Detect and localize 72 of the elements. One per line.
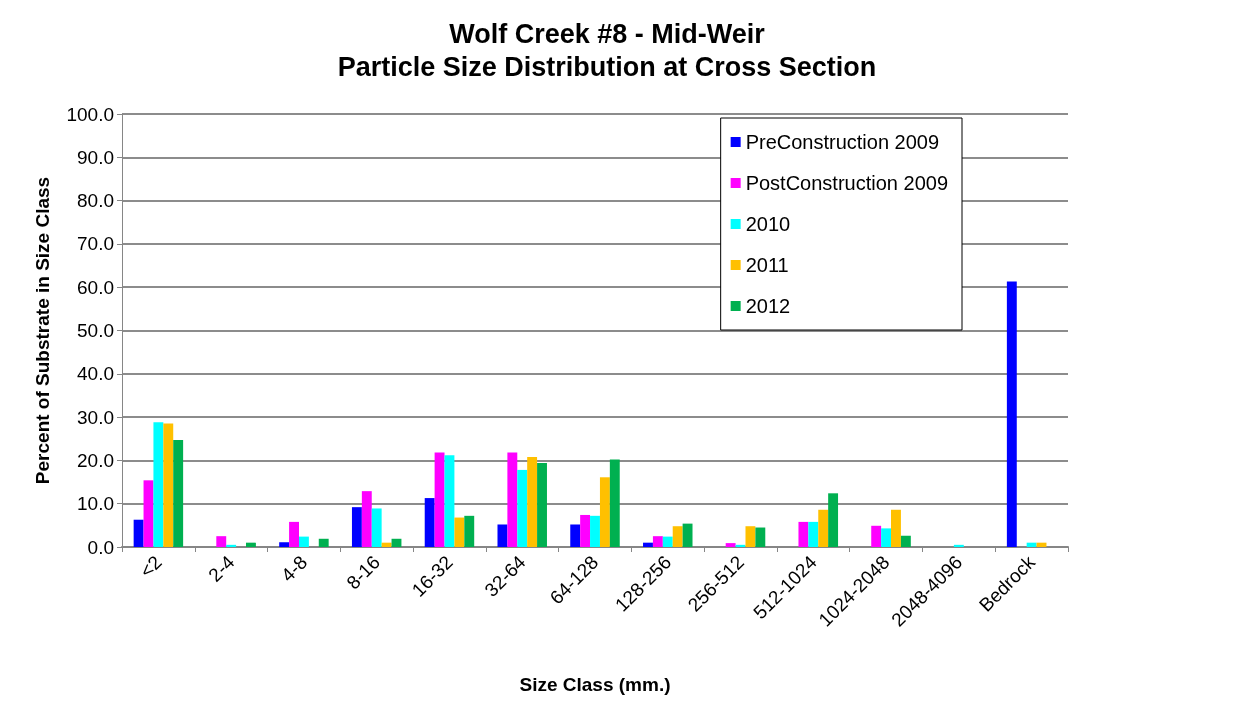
bar — [871, 525, 882, 547]
bar — [434, 452, 445, 547]
y-tick-label: 70.0 — [77, 233, 114, 255]
bar — [1006, 281, 1017, 547]
bar — [590, 515, 600, 547]
bar — [643, 542, 653, 547]
bar — [527, 456, 538, 547]
legend-label: 2010 — [745, 213, 791, 235]
bar — [133, 519, 144, 547]
bar — [289, 521, 299, 547]
bar — [755, 527, 766, 547]
bar — [464, 515, 475, 547]
bar — [900, 535, 911, 547]
bar — [609, 459, 620, 547]
bar — [828, 493, 839, 547]
legend-label: 2011 — [745, 254, 789, 276]
bar — [662, 536, 673, 547]
bar — [298, 536, 309, 547]
bar — [818, 509, 829, 547]
bar — [881, 528, 892, 547]
bar — [361, 491, 372, 547]
bar — [808, 521, 819, 547]
bar — [424, 498, 435, 547]
legend-label: PreConstruction 2009 — [745, 131, 940, 153]
x-tick-label: <2 — [135, 551, 166, 582]
bar — [454, 517, 465, 547]
bar — [599, 477, 610, 547]
bar — [652, 536, 663, 547]
y-tick-label: 80.0 — [77, 190, 114, 212]
bar — [173, 440, 184, 547]
bar — [371, 508, 382, 547]
x-tick-label: 4-8 — [277, 551, 312, 586]
bar — [444, 455, 455, 547]
bar — [798, 521, 809, 547]
legend-label: 2012 — [745, 295, 791, 317]
bar — [497, 524, 508, 547]
bar — [381, 542, 392, 547]
bar — [279, 542, 290, 547]
bar — [226, 544, 237, 547]
bar — [143, 480, 154, 547]
y-tick-label: 60.0 — [77, 276, 114, 298]
bar — [580, 514, 591, 547]
x-tick-label: 2-4 — [204, 551, 239, 586]
y-tick-label: 50.0 — [77, 320, 114, 341]
y-tick-label: 20.0 — [77, 449, 114, 471]
legend-label: PostConstruction 2009 — [745, 172, 948, 194]
bar — [351, 507, 362, 547]
x-axis-title: Size Class (mm.) — [519, 674, 671, 695]
bar — [216, 536, 227, 547]
y-tick-label: 100.0 — [66, 103, 114, 125]
bar — [725, 543, 736, 547]
bar — [246, 542, 256, 547]
y-tick-label: 10.0 — [77, 493, 114, 515]
bar — [517, 469, 528, 547]
y-tick-label: 40.0 — [77, 363, 114, 385]
bar — [891, 509, 901, 547]
y-axis-title: Percent of Substrate in Size Class — [32, 176, 53, 485]
bar — [163, 423, 174, 547]
chart-title: Wolf Creek #8 - Mid-Weir Particle Size Distribution at Cross Section — [337, 18, 877, 82]
y-tick-label: 90.0 — [77, 146, 114, 168]
bar — [153, 422, 164, 547]
bar — [672, 526, 683, 547]
bar — [1026, 542, 1037, 547]
bar — [537, 463, 547, 547]
bar — [682, 523, 693, 547]
y-tick-label: 30.0 — [77, 406, 114, 428]
bar — [507, 452, 518, 547]
bar — [318, 538, 329, 547]
bar — [953, 544, 964, 547]
bar — [745, 526, 756, 547]
y-tick-label: 0.0 — [87, 536, 114, 558]
bar — [570, 524, 581, 547]
